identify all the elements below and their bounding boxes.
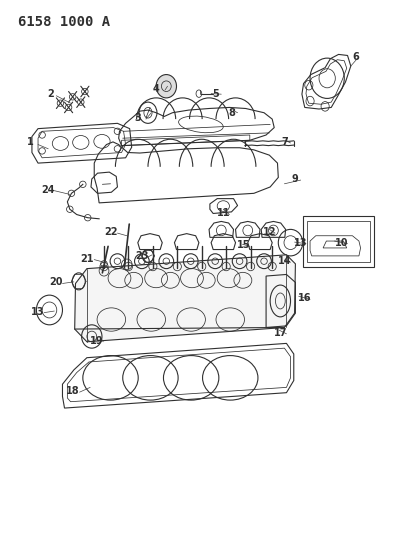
Text: 16: 16 (297, 293, 311, 303)
Text: 17: 17 (273, 328, 286, 338)
Text: 1: 1 (27, 137, 33, 147)
Text: 15: 15 (236, 240, 250, 251)
Text: 3: 3 (134, 113, 141, 123)
Text: 12: 12 (263, 227, 276, 237)
Text: 21: 21 (80, 254, 93, 263)
Text: 4: 4 (153, 84, 159, 94)
Text: 7: 7 (280, 137, 287, 147)
Text: 6158 1000 A: 6158 1000 A (18, 14, 110, 29)
Text: 2: 2 (47, 89, 54, 99)
Text: 11: 11 (216, 208, 229, 219)
Text: 23: 23 (135, 251, 148, 261)
Bar (302, 216, 373, 266)
Ellipse shape (156, 75, 176, 98)
Text: 13: 13 (31, 306, 45, 317)
Bar (306, 221, 369, 262)
Text: 24: 24 (41, 184, 55, 195)
Text: 10: 10 (334, 238, 347, 248)
Text: 5: 5 (211, 89, 218, 99)
Text: 8: 8 (227, 108, 234, 118)
Text: 13: 13 (293, 238, 307, 248)
Text: 20: 20 (49, 277, 63, 287)
Text: 19: 19 (90, 336, 103, 346)
Text: 14: 14 (277, 256, 290, 266)
Text: 18: 18 (66, 386, 79, 396)
Text: 9: 9 (290, 174, 297, 184)
Text: 6: 6 (351, 52, 358, 62)
Text: 22: 22 (104, 227, 118, 237)
Polygon shape (74, 255, 294, 342)
